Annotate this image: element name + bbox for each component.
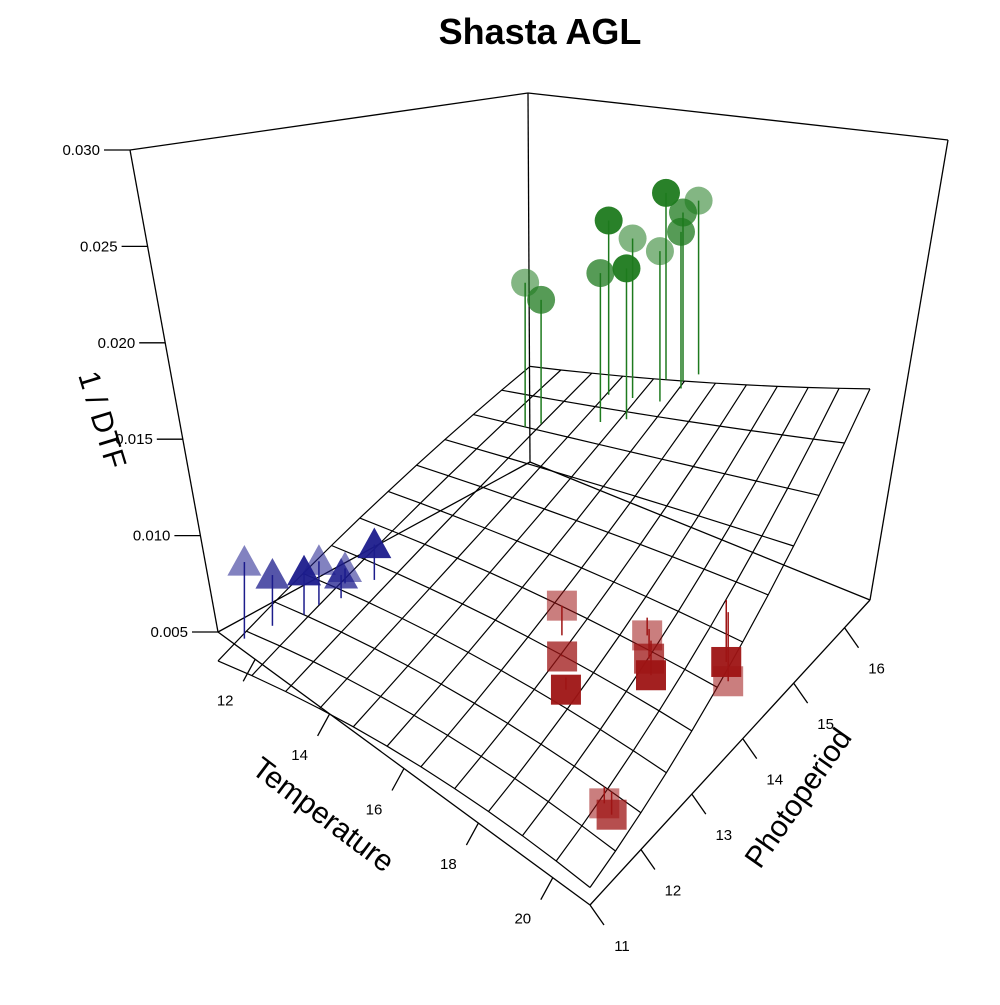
data-point-triangle xyxy=(227,545,262,576)
data-point-circle xyxy=(594,206,623,235)
plane-grid-line xyxy=(488,386,778,812)
plane-grid-line xyxy=(589,388,871,888)
y-tick xyxy=(589,904,605,926)
z-tick-label: 0.020 xyxy=(98,335,136,352)
y-tick-label: 16 xyxy=(868,661,885,678)
x-tick-label: 16 xyxy=(366,802,383,819)
plane-grid-line xyxy=(251,369,562,677)
data-point-triangle xyxy=(357,527,392,559)
x-tick-label: 14 xyxy=(291,747,308,764)
z-tick-label: 0.005 xyxy=(150,624,188,641)
box-edge xyxy=(527,92,949,141)
x-tick-label: 18 xyxy=(440,856,457,873)
data-point-square xyxy=(635,660,666,691)
plane-grid-line xyxy=(352,378,655,728)
z-tick-label: 0.030 xyxy=(62,142,100,159)
data-point-circle xyxy=(684,186,713,215)
plane-grid-line xyxy=(387,490,743,643)
data-point-circle xyxy=(645,237,674,266)
data-point-triangle xyxy=(255,558,290,589)
y-tick xyxy=(793,682,809,704)
data-point-triangle xyxy=(301,544,336,575)
plane-grid-line xyxy=(285,372,593,692)
plane-grid-line xyxy=(217,660,591,888)
plane-grid-line xyxy=(416,464,769,596)
plane-grid-line xyxy=(420,382,716,768)
plane-grid-line xyxy=(386,380,685,747)
plane-grid-line xyxy=(274,601,642,814)
y-tick-label: 11 xyxy=(614,938,630,955)
plane-grid-line xyxy=(302,572,667,774)
x-tick xyxy=(391,768,405,791)
x-tick-label: 20 xyxy=(514,911,531,928)
z-tick-label: 0.010 xyxy=(133,528,171,545)
box-edge xyxy=(129,92,529,151)
plane-grid-line xyxy=(217,365,531,662)
data-point-square xyxy=(596,799,627,830)
plane-grid-line xyxy=(473,414,820,496)
x-tick xyxy=(242,658,256,682)
data-point-circle xyxy=(527,285,556,314)
data-points xyxy=(227,178,744,830)
box-edge xyxy=(869,139,949,601)
plane-grid-line xyxy=(521,387,809,837)
y-tick xyxy=(742,738,758,760)
plane-grid-line xyxy=(246,630,616,852)
data-point-circle xyxy=(612,254,641,283)
y-tick-label: 12 xyxy=(665,883,682,900)
plane-grid-line xyxy=(454,384,747,789)
box-edge xyxy=(529,461,871,601)
box-edge xyxy=(589,599,871,906)
z-tick-label: 0.015 xyxy=(115,431,153,448)
y-tick xyxy=(640,849,656,870)
y-tick-label: 15 xyxy=(817,716,834,733)
plane-grid-line xyxy=(319,375,624,710)
plane-grid-line xyxy=(529,365,871,390)
z-tick-label: 0.025 xyxy=(80,238,118,255)
plane-grid-line xyxy=(501,389,845,444)
data-point-square xyxy=(546,590,577,621)
z-axis-title: 1 / DTF xyxy=(71,367,132,472)
data-point-circle xyxy=(586,259,615,288)
y-tick-label: 14 xyxy=(766,772,783,789)
y-tick-label: 13 xyxy=(715,827,732,844)
data-point-triangle xyxy=(287,554,322,586)
plane-grid-line xyxy=(444,439,794,547)
regression-plane xyxy=(217,365,871,888)
y-tick xyxy=(691,793,707,815)
plane-grid-line xyxy=(331,544,693,732)
axis-ticks: 0.005 0.010 0.015 0.020 0.025 0.030 12 14 16 18 20… xyxy=(62,142,884,955)
data-point-square xyxy=(550,674,581,705)
box-edge xyxy=(129,149,219,633)
chart-title: Shasta AGL xyxy=(439,11,642,52)
x-tick xyxy=(317,713,331,737)
data-point-square xyxy=(547,641,578,672)
data-point-circle xyxy=(666,217,695,246)
x-tick xyxy=(465,822,479,846)
y-axis-title: Photoperiod xyxy=(739,723,859,874)
x-tick-label: 12 xyxy=(217,692,234,709)
data-point-triangle xyxy=(328,551,363,582)
x-tick xyxy=(540,877,554,901)
data-point-circle xyxy=(618,224,647,253)
data-point-square xyxy=(713,666,744,697)
y-tick xyxy=(844,627,860,649)
data-point-circle xyxy=(652,178,680,207)
